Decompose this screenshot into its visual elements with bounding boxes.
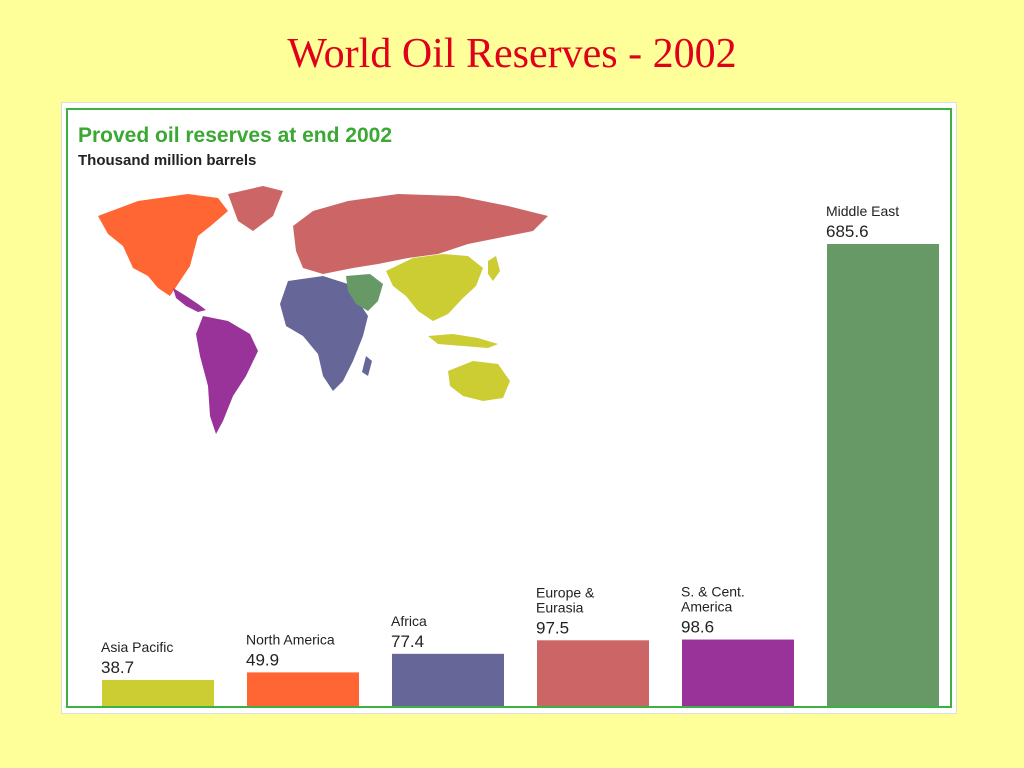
bar-3	[537, 640, 649, 706]
map-north-america	[98, 194, 228, 296]
bar-value-label-3: 97.5	[536, 618, 569, 637]
bar-1	[247, 672, 359, 706]
chart-frame: Proved oil reserves at end 2002 Thousand…	[66, 108, 952, 708]
map-japan	[488, 256, 500, 281]
slide-title: World Oil Reserves - 2002	[287, 31, 737, 77]
bar-category-label-0-0: Asia Pacific	[101, 639, 173, 655]
world-map	[98, 186, 548, 434]
chart-panel: Proved oil reserves at end 2002 Thousand…	[61, 102, 957, 714]
map-europe-eurasia	[293, 194, 548, 274]
bar-value-label-4: 98.6	[681, 618, 714, 637]
bar-5	[827, 244, 939, 706]
bar-4	[682, 639, 794, 706]
chart-title: Proved oil reserves at end 2002	[78, 124, 393, 147]
bar-category-label-4-1: America	[681, 599, 733, 615]
map-africa	[280, 276, 368, 391]
bar-category-label-1-0: North America	[246, 631, 335, 647]
chart-subtitle: Thousand million barrels	[78, 152, 257, 169]
bar-category-label-2-0: Africa	[391, 613, 427, 629]
bar-category-label-4-0: S. & Cent.	[681, 584, 745, 600]
bar-0	[102, 679, 214, 706]
map-greenland	[228, 186, 283, 231]
bar-value-label-5: 685.6	[826, 222, 869, 241]
map-indonesia	[428, 334, 498, 348]
map-asia-pacific	[386, 254, 483, 321]
bar-chart: 38.7 Asia Pacific 49.9 North America 77.4 Afr…	[101, 203, 939, 706]
bar-value-label-1: 49.9	[246, 650, 279, 669]
bar-value-label-0: 38.7	[101, 658, 134, 677]
bar-value-label-2: 77.4	[391, 632, 424, 651]
map-middle-east	[346, 274, 383, 311]
map-madagascar	[362, 356, 372, 376]
map-south-america	[196, 316, 258, 434]
map-australia	[448, 361, 510, 401]
bar-category-label-3-1: Eurasia	[536, 599, 584, 615]
bar-2	[392, 653, 504, 706]
bar-category-label-5-0: Middle East	[826, 203, 899, 219]
map-central-america	[173, 288, 206, 312]
bar-category-label-3-0: Europe &	[536, 584, 595, 600]
